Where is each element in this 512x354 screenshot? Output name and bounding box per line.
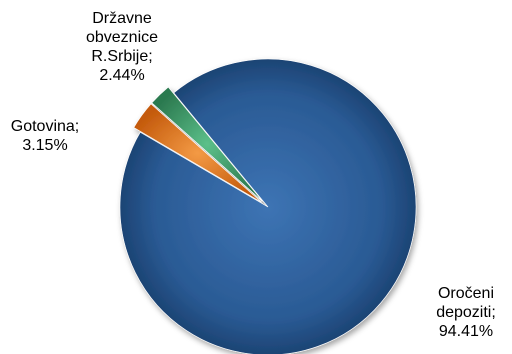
pie-slice-gotovina: [133, 103, 262, 203]
slice-label-oroceni-depoziti: Oročeni depoziti; 94.41%: [436, 285, 496, 340]
slice-label-gotovina: Gotovina; 3.15%: [10, 118, 80, 154]
pie-slice-drzavne-obveznice: [151, 86, 263, 202]
slice-label-drzavne-obveznice: Državne obveznice R.Srbije; 2.44%: [85, 10, 159, 84]
pie-slice-oroceni-depoziti: [119, 58, 417, 354]
